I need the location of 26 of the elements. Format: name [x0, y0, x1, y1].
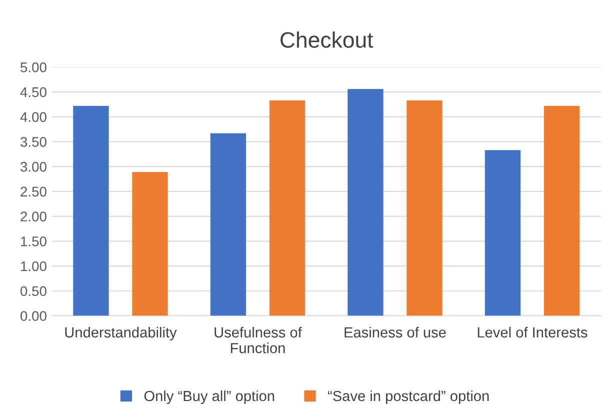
y-tick-label: 2.50	[20, 186, 46, 197]
x-tick-label: Easiness of use	[344, 326, 446, 338]
y-tick-label: 3.00	[20, 162, 46, 172]
y-tick-label: 2.00	[20, 212, 46, 222]
bar	[484, 150, 521, 316]
bar	[348, 88, 384, 316]
legend-label: “Save in postcard” option	[328, 390, 489, 404]
y-tick-label: 0.00	[20, 311, 46, 321]
y-tick-label: 1.00	[21, 261, 46, 272]
y-tick-label: 4.50	[20, 87, 46, 98]
bar	[544, 106, 580, 316]
x-tick-label: Usefulness of Function	[214, 326, 302, 354]
chart-title: Checkout	[280, 32, 374, 48]
legend-label: Only “Buy all” option	[144, 390, 274, 404]
x-tick-label: Understandability	[65, 326, 177, 340]
bar	[406, 100, 442, 316]
bar	[132, 172, 168, 316]
y-tick-label: 0.50	[20, 286, 46, 296]
y-tick-label: 5.00	[20, 62, 46, 72]
bar	[73, 106, 109, 316]
y-tick-label: 1.50	[21, 236, 46, 246]
x-tick-label: Level of Interests	[478, 326, 588, 338]
y-tick-label: 3.50	[20, 137, 46, 147]
bar	[210, 133, 246, 316]
bar	[269, 100, 306, 316]
y-tick-label: 4.00	[20, 112, 46, 122]
